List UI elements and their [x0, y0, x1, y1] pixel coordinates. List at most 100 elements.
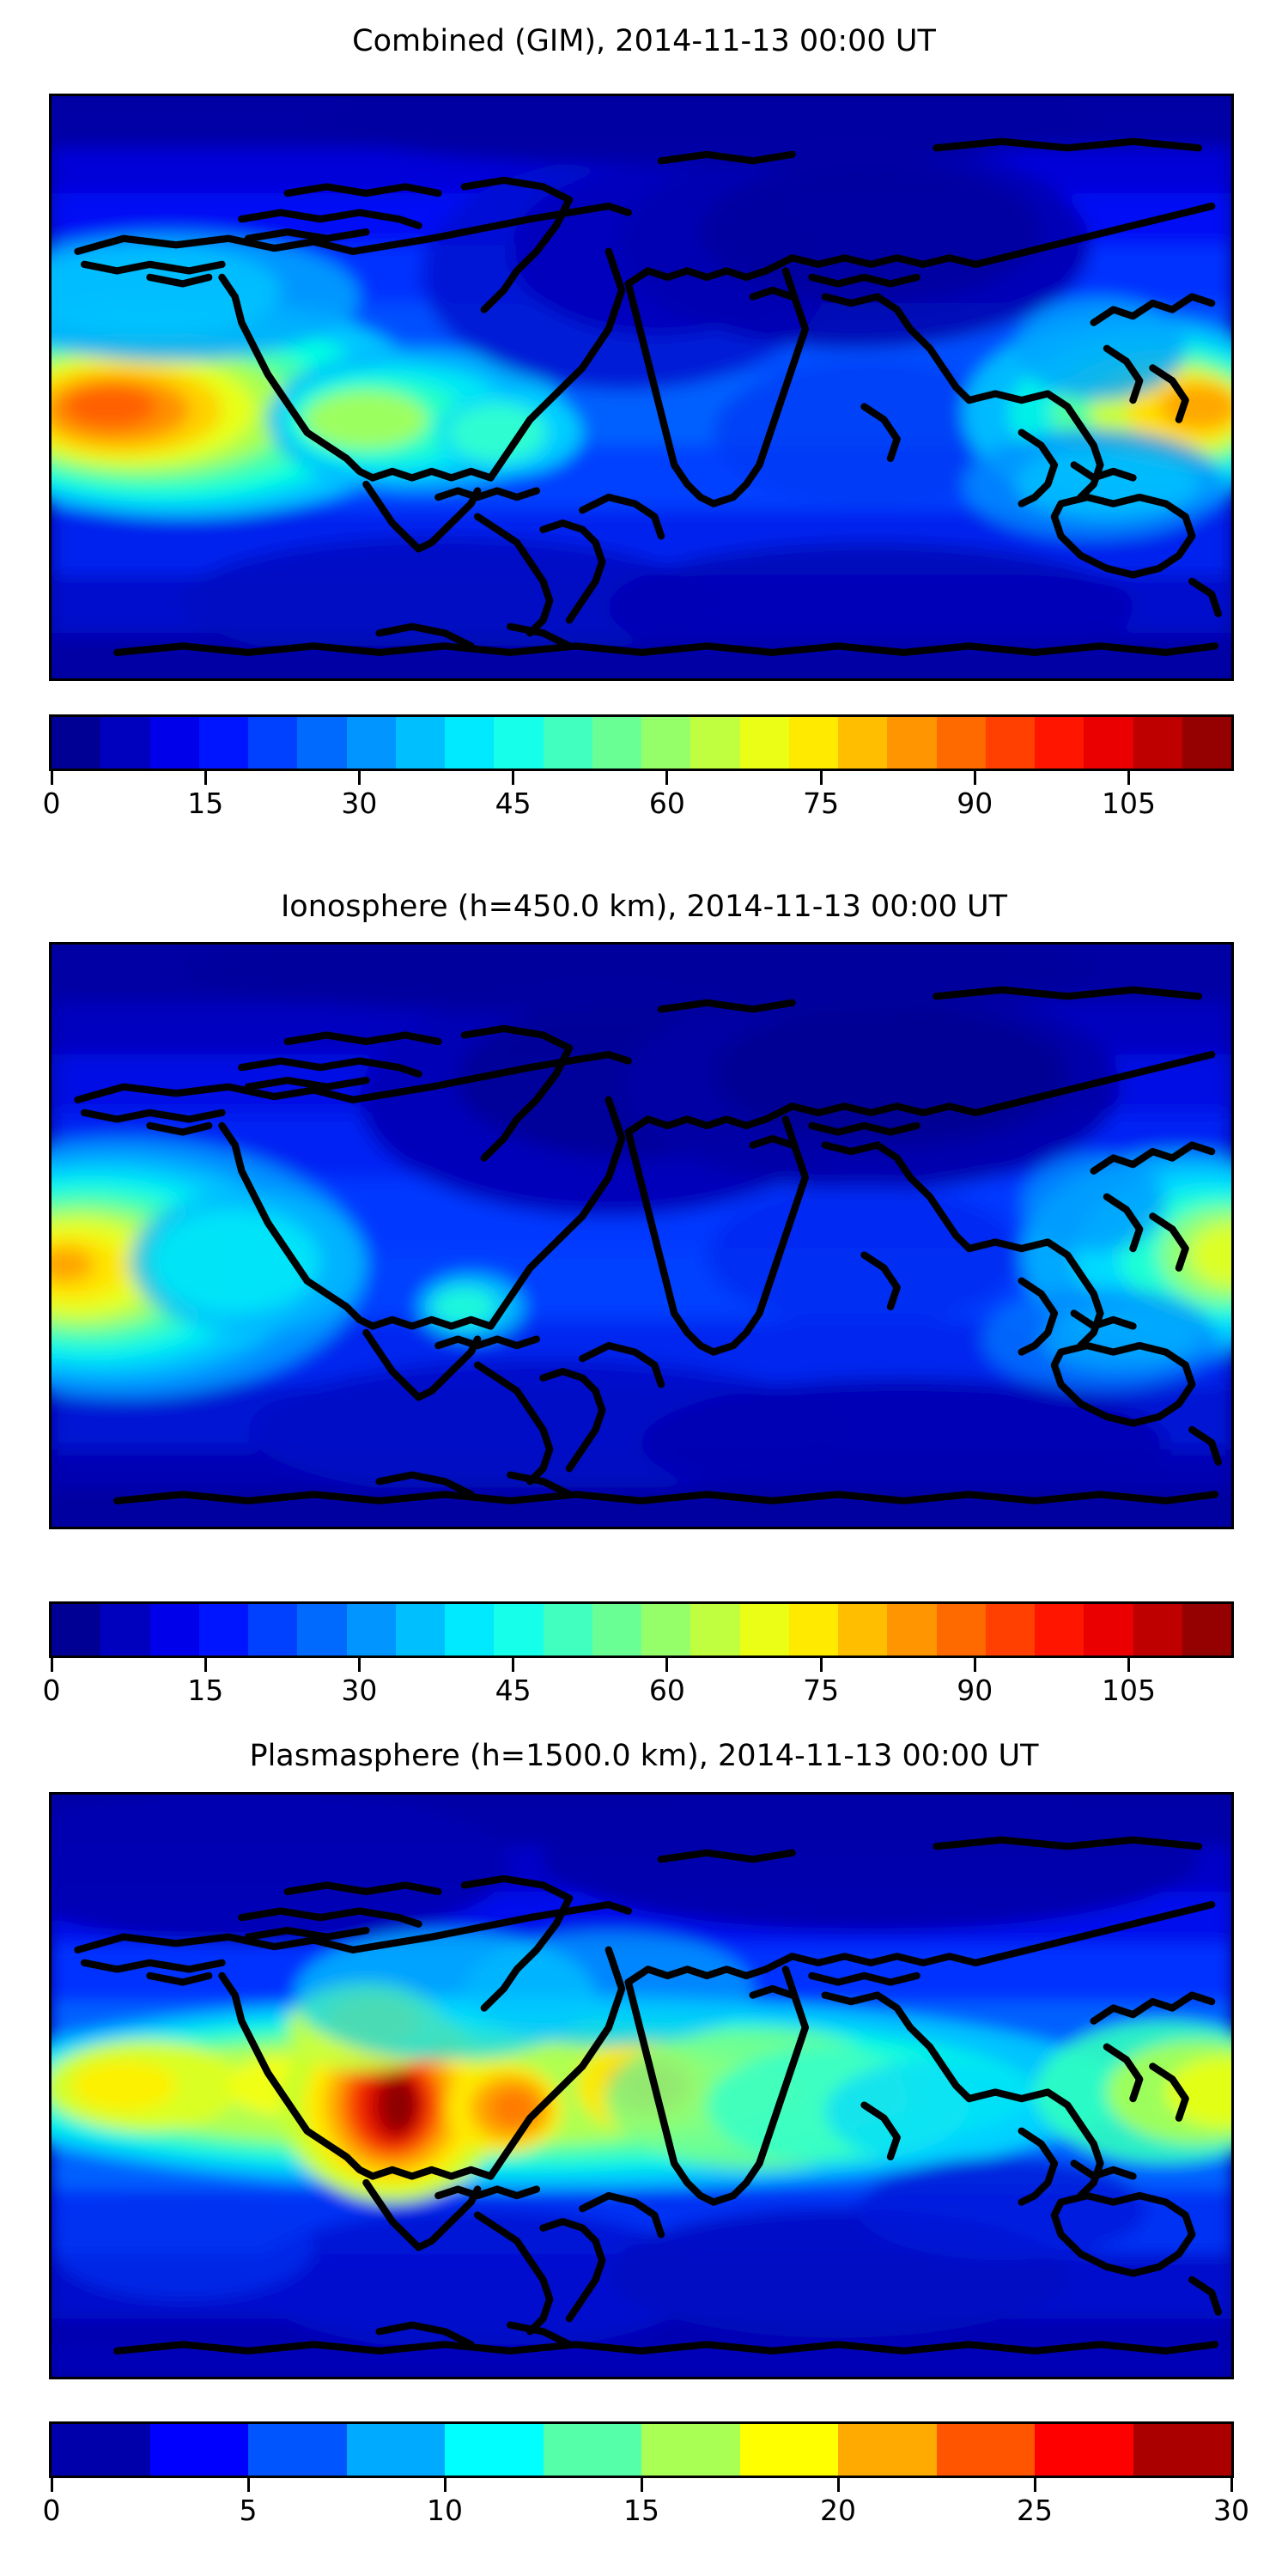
colorbar-segment	[641, 1604, 691, 1656]
colorbar-tick-label: 15	[187, 787, 224, 820]
colorbar-tick-label: 20	[820, 2494, 856, 2527]
colorbar-segment	[985, 1604, 1035, 1656]
colorbar-segment	[739, 717, 789, 769]
panel-title-combined-gim: Combined (GIM), 2014-11-13 00:00 UT	[352, 24, 936, 58]
colorbar-combined-gim: 0 15 30 45 60 75 90 105	[43, 714, 1234, 820]
colorbar-segment	[149, 2424, 248, 2476]
colorbar-segment	[1133, 2424, 1231, 2476]
map-combined-gim	[49, 94, 1234, 681]
colorbar-segment	[149, 1604, 199, 1656]
coastlines-combined-gim	[74, 137, 1222, 657]
colorbar-segment	[100, 1604, 150, 1656]
colorbar-gradient-plasmasphere	[49, 2421, 1234, 2478]
colorbar-tick-mark	[246, 2478, 250, 2492]
colorbar-segment	[1084, 717, 1133, 769]
field-ionosphere	[52, 945, 1231, 1527]
colorbar-tick-label: 75	[803, 787, 840, 820]
colorbar-gradient-ionosphere	[49, 1601, 1234, 1658]
map-svg-ionosphere	[52, 945, 1231, 1527]
colorbar-tick-label: 90	[957, 787, 993, 820]
colorbar-segment	[248, 2424, 347, 2476]
colorbar-segment	[1182, 1604, 1231, 1656]
colorbar-segment	[887, 1604, 937, 1656]
colorbar-tick-mark	[640, 2478, 643, 2492]
colorbar-tick-mark	[50, 771, 53, 785]
colorbar-segment	[445, 1604, 495, 1656]
colorbar-segment	[985, 717, 1035, 769]
coastlines-ionosphere	[74, 986, 1222, 1505]
colorbar-segment	[690, 717, 740, 769]
map-svg-combined-gim	[52, 96, 1231, 678]
colorbar-segment	[1035, 717, 1084, 769]
colorbar-segment	[1182, 717, 1231, 769]
colorbar-segment	[346, 2424, 445, 2476]
colorbar-tick-mark	[665, 1658, 669, 1672]
colorbar-segment	[445, 717, 495, 769]
colorbar-segment	[592, 717, 641, 769]
colorbar-segment	[543, 1604, 592, 1656]
colorbar-segment	[788, 717, 838, 769]
colorbar-segment	[346, 717, 396, 769]
colorbar-gradient-combined-gim	[49, 714, 1234, 771]
colorbar-tick-mark	[204, 771, 207, 785]
colorbar-segment	[198, 1604, 248, 1656]
colorbar-tick-mark	[973, 1658, 976, 1672]
colorbar-tick-mark	[512, 1658, 515, 1672]
field-plasmasphere	[52, 1795, 1231, 2377]
colorbar-segment	[52, 1604, 101, 1656]
colorbar-segment	[494, 1604, 544, 1656]
colorbar-plasmasphere: 0 5 10 15 20 25 30	[43, 2421, 1249, 2527]
map-svg-plasmasphere	[52, 1795, 1231, 2377]
map-ionosphere	[49, 942, 1234, 1529]
colorbar-tick-mark	[1033, 2478, 1036, 2492]
colorbar-tick-mark	[50, 2478, 53, 2492]
colorbar-segment	[1133, 717, 1182, 769]
coastlines-plasmasphere	[74, 1836, 1222, 2355]
colorbar-segment	[100, 717, 150, 769]
colorbar-tick-mark	[357, 771, 361, 785]
panel-combined-gim: Combined (GIM), 2014-11-13 00:00 UT	[0, 0, 1288, 867]
colorbar-segment	[346, 1604, 396, 1656]
colorbar-tick-mark	[819, 1658, 823, 1672]
colorbar-tick-label: 75	[803, 1674, 840, 1707]
colorbar-segment	[52, 2424, 150, 2476]
colorbar-segment	[1133, 1604, 1182, 1656]
colorbar-tick-label: 105	[1102, 787, 1157, 820]
colorbar-segment	[248, 1604, 298, 1656]
colorbar-segment	[395, 717, 445, 769]
colorbar-tick-mark	[973, 771, 976, 785]
colorbar-segment	[887, 717, 937, 769]
colorbar-tick-mark	[512, 771, 515, 785]
colorbar-tick-label: 45	[495, 787, 532, 820]
colorbar-tick-label: 60	[648, 787, 685, 820]
colorbar-tick-label: 90	[957, 1674, 993, 1707]
colorbar-segment	[690, 1604, 740, 1656]
colorbar-ticks-combined-gim: 0 15 30 45 60 75 90 105	[43, 771, 1234, 820]
colorbar-tick-label: 15	[187, 1674, 224, 1707]
panel-title-plasmasphere: Plasmasphere (h=1500.0 km), 2014-11-13 0…	[249, 1739, 1039, 1773]
colorbar-ticks-plasmasphere: 0 5 10 15 20 25 30	[43, 2478, 1249, 2527]
colorbar-segment	[1084, 1604, 1133, 1656]
colorbar-ionosphere: 0 15 30 45 60 75 90 105	[43, 1601, 1234, 1707]
colorbar-tick-mark	[50, 1658, 53, 1672]
colorbar-tick-label: 45	[495, 1674, 532, 1707]
colorbar-tick-label: 10	[427, 2494, 463, 2527]
colorbar-tick-mark	[819, 771, 823, 785]
colorbar-segment	[149, 717, 199, 769]
panel-plasmasphere: Plasmasphere (h=1500.0 km), 2014-11-13 0…	[0, 1739, 1288, 2576]
colorbar-tick-label: 0	[42, 787, 61, 820]
colorbar-segment	[838, 2424, 937, 2476]
colorbar-tick-label: 5	[239, 2494, 258, 2527]
colorbar-tick-mark	[204, 1658, 207, 1672]
colorbar-segment	[936, 717, 986, 769]
colorbar-segment	[838, 717, 888, 769]
colorbar-segment	[297, 717, 347, 769]
colorbar-tick-label: 105	[1102, 1674, 1157, 1707]
colorbar-segment	[788, 1604, 838, 1656]
colorbar-tick-mark	[836, 2478, 840, 2492]
colorbar-segment	[543, 717, 592, 769]
colorbar-segment	[198, 717, 248, 769]
colorbar-segment	[739, 2424, 838, 2476]
colorbar-segment	[543, 2424, 641, 2476]
